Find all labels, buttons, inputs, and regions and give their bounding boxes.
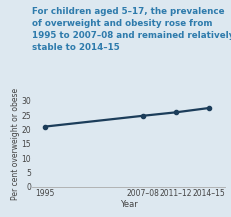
- Y-axis label: Per cent overweight or obese: Per cent overweight or obese: [11, 88, 20, 200]
- Text: For children aged 5–17, the prevalence
of overweight and obesity rose from
1995 : For children aged 5–17, the prevalence o…: [32, 7, 231, 52]
- X-axis label: Year: Year: [119, 200, 137, 209]
